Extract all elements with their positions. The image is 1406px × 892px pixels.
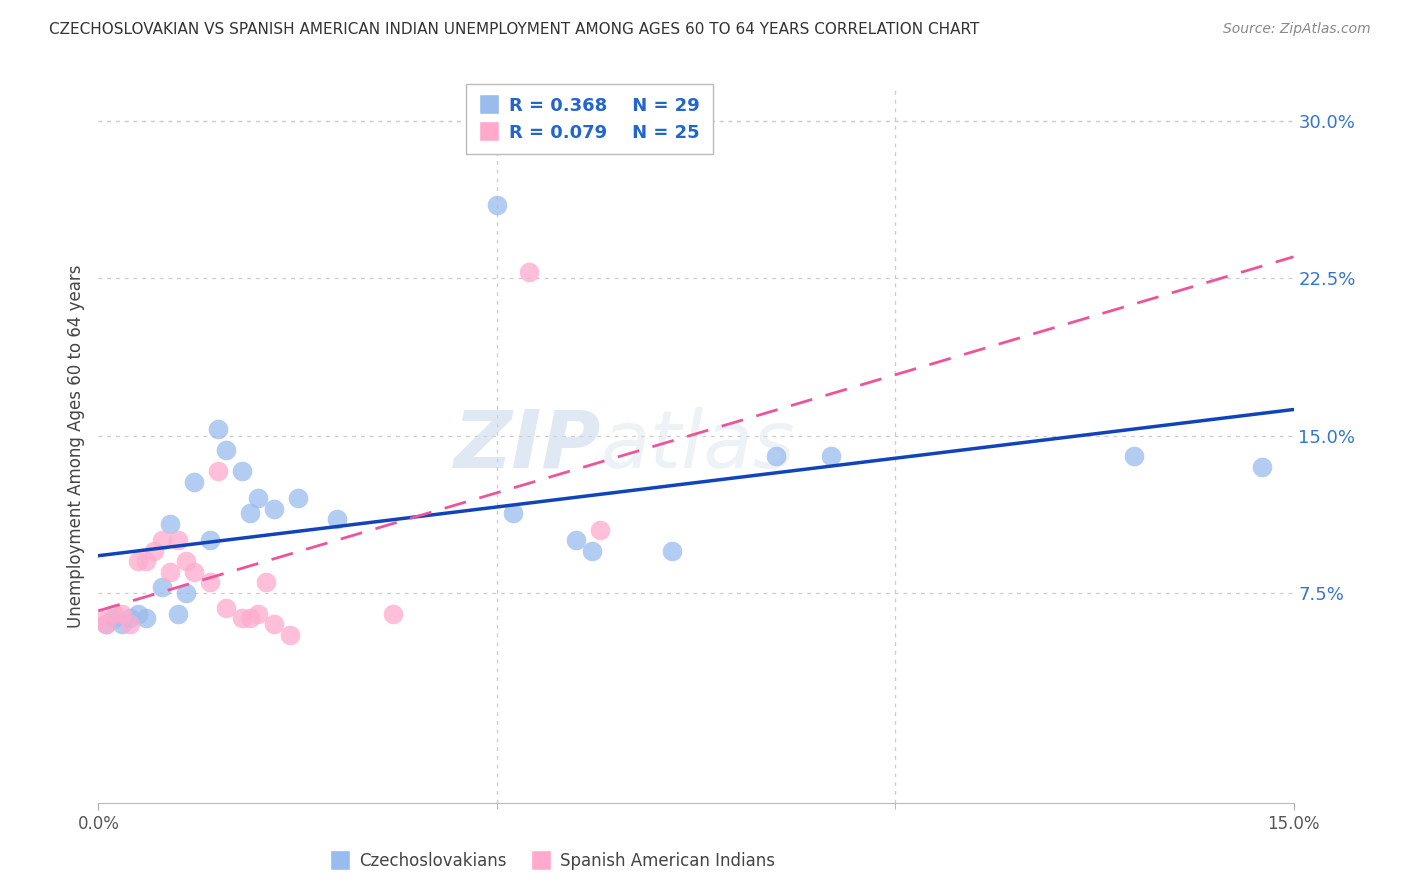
Point (820, 450, 842, 464)
Point (111, 607, 134, 621)
Text: atlas: atlas (600, 407, 796, 485)
Text: CZECHOSLOVAKIAN VS SPANISH AMERICAN INDIAN UNEMPLOYMENT AMONG AGES 60 TO 64 YEAR: CZECHOSLOVAKIAN VS SPANISH AMERICAN INDI… (49, 22, 980, 37)
Point (207, 464, 229, 478)
Point (167, 533, 190, 548)
Point (150, 533, 173, 548)
Point (231, 611, 253, 625)
Point (174, 554, 197, 568)
Point (127, 607, 149, 621)
Point (135, 611, 157, 625)
Point (382, 607, 405, 621)
Point (263, 617, 285, 632)
Point (183, 565, 205, 579)
Point (246, 491, 269, 506)
Text: ZIP: ZIP (453, 407, 600, 485)
Point (326, 512, 349, 526)
Point (485, 197, 508, 211)
Point (127, 554, 149, 568)
Point (278, 628, 301, 642)
Point (183, 475, 205, 489)
Point (287, 491, 309, 506)
Point (1250, 460, 1272, 475)
Point (215, 443, 238, 458)
Point (96, 617, 118, 632)
Point (565, 533, 588, 548)
Point (765, 450, 787, 464)
Point (239, 611, 262, 625)
Point (167, 607, 190, 621)
Point (143, 544, 166, 558)
Text: Source: ZipAtlas.com: Source: ZipAtlas.com (1223, 22, 1371, 37)
Point (87, 611, 110, 625)
Point (207, 422, 229, 436)
Point (159, 565, 181, 579)
Point (103, 607, 125, 621)
Point (661, 544, 683, 558)
Point (111, 617, 134, 632)
Point (159, 516, 181, 531)
Point (103, 611, 125, 625)
Point (254, 575, 277, 590)
Point (135, 554, 157, 568)
Point (246, 607, 269, 621)
Point (96, 617, 118, 632)
Point (517, 265, 540, 279)
Point (150, 580, 173, 594)
Point (263, 502, 285, 516)
Point (502, 506, 524, 520)
Legend: Czechoslovakians, Spanish American Indians: Czechoslovakians, Spanish American India… (323, 846, 782, 877)
Point (581, 544, 603, 558)
Point (198, 533, 221, 548)
Y-axis label: Unemployment Among Ages 60 to 64 years: Unemployment Among Ages 60 to 64 years (66, 264, 84, 628)
Point (1123, 450, 1146, 464)
Point (231, 464, 253, 478)
Point (174, 586, 197, 600)
Point (215, 600, 238, 615)
Point (239, 506, 262, 520)
Point (198, 575, 221, 590)
Point (120, 617, 142, 632)
Point (589, 523, 612, 537)
Point (120, 611, 142, 625)
